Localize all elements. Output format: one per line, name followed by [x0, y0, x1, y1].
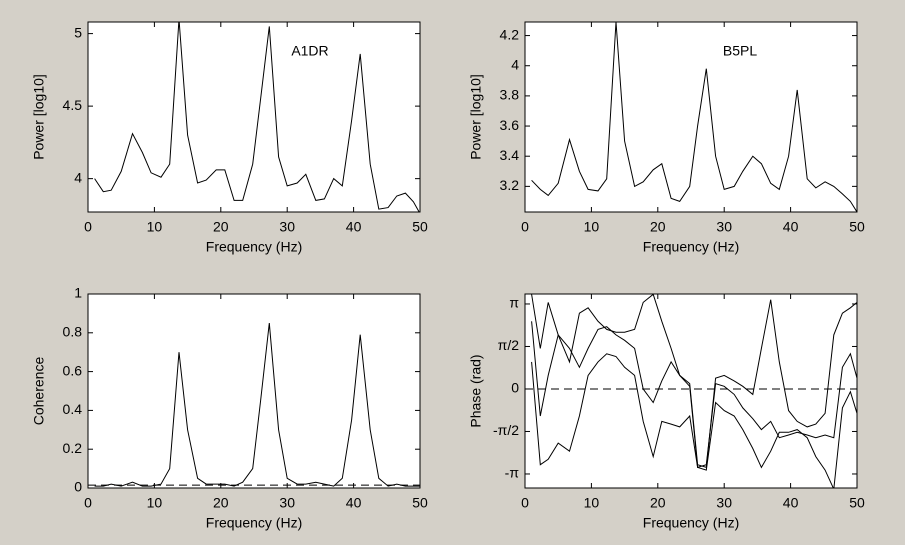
y-tick-label: 4 — [511, 56, 519, 72]
y-tick-label: 0 — [74, 479, 82, 495]
axes-background — [525, 294, 857, 488]
y-axis-label: Coherence — [31, 357, 47, 426]
x-tick-label: 50 — [849, 495, 865, 511]
axes-background — [88, 22, 420, 212]
y-tick-label: 0.4 — [63, 401, 83, 417]
y-tick-label: 1 — [74, 285, 82, 301]
x-tick-label: 30 — [279, 495, 295, 511]
y-tick-label: 0.2 — [63, 440, 83, 456]
y-tick-label: 4 — [74, 169, 82, 185]
y-tick-label: π/2 — [498, 337, 520, 353]
axes-frame — [87, 21, 421, 213]
x-axis-label: Frequency (Hz) — [643, 239, 739, 255]
x-tick-label: 20 — [213, 219, 229, 235]
data-line — [94, 323, 420, 487]
axes-background — [525, 22, 857, 212]
x-tick-label: 30 — [716, 495, 732, 511]
y-tick-label: 5 — [74, 24, 82, 40]
axes-frame — [524, 293, 858, 489]
x-tick-label: 40 — [346, 219, 362, 235]
y-axis-label: Phase (rad) — [468, 354, 484, 427]
x-tick-label: 20 — [650, 219, 666, 235]
x-tick-label: 50 — [849, 219, 865, 235]
axes-frame — [87, 293, 421, 489]
y-tick-label: 3.6 — [500, 117, 520, 133]
plot-area — [88, 323, 420, 487]
x-tick-label: 30 — [279, 219, 295, 235]
x-tick-label: 20 — [213, 495, 229, 511]
y-axis-label: Power [log10] — [31, 74, 47, 160]
x-axis-label: Frequency (Hz) — [643, 515, 739, 531]
x-tick-label: 10 — [584, 495, 600, 511]
plot-area — [94, 22, 420, 212]
y-tick-label: 0.6 — [63, 362, 83, 378]
y-tick-label: 3.4 — [500, 147, 520, 163]
x-tick-label: 40 — [783, 495, 799, 511]
x-axis-label: Frequency (Hz) — [206, 239, 302, 255]
y-tick-label: 0.8 — [63, 324, 83, 340]
x-tick-label: 10 — [584, 219, 600, 235]
annotation: A1DR — [291, 43, 328, 59]
y-tick-label: 0 — [511, 380, 519, 396]
x-tick-label: 0 — [521, 495, 529, 511]
x-tick-label: 40 — [346, 495, 362, 511]
y-tick-label: -π — [505, 465, 520, 481]
y-tick-label: 3.2 — [500, 177, 520, 193]
annotation: B5PL — [723, 43, 757, 59]
x-tick-label: 10 — [147, 495, 163, 511]
x-tick-label: 50 — [412, 495, 428, 511]
x-tick-label: 50 — [412, 219, 428, 235]
plot-area — [525, 294, 857, 488]
data-line — [94, 22, 420, 212]
y-tick-label: 3.8 — [500, 87, 520, 103]
x-tick-label: 10 — [147, 219, 163, 235]
data-line — [531, 22, 857, 212]
y-tick-label: 4.5 — [63, 97, 83, 113]
x-tick-label: 30 — [716, 219, 732, 235]
x-tick-label: 0 — [84, 219, 92, 235]
y-axis-label: Power [log10] — [468, 74, 484, 160]
x-tick-label: 20 — [650, 495, 666, 511]
x-tick-label: 40 — [783, 219, 799, 235]
y-tick-label: 4.2 — [500, 26, 520, 42]
plot-area — [531, 22, 857, 212]
axes-frame — [524, 21, 858, 213]
y-tick-label: -π/2 — [493, 422, 519, 438]
data-line — [531, 353, 857, 488]
x-tick-label: 0 — [521, 219, 529, 235]
x-tick-label: 0 — [84, 495, 92, 511]
x-axis-label: Frequency (Hz) — [206, 515, 302, 531]
y-tick-label: π — [509, 295, 519, 311]
